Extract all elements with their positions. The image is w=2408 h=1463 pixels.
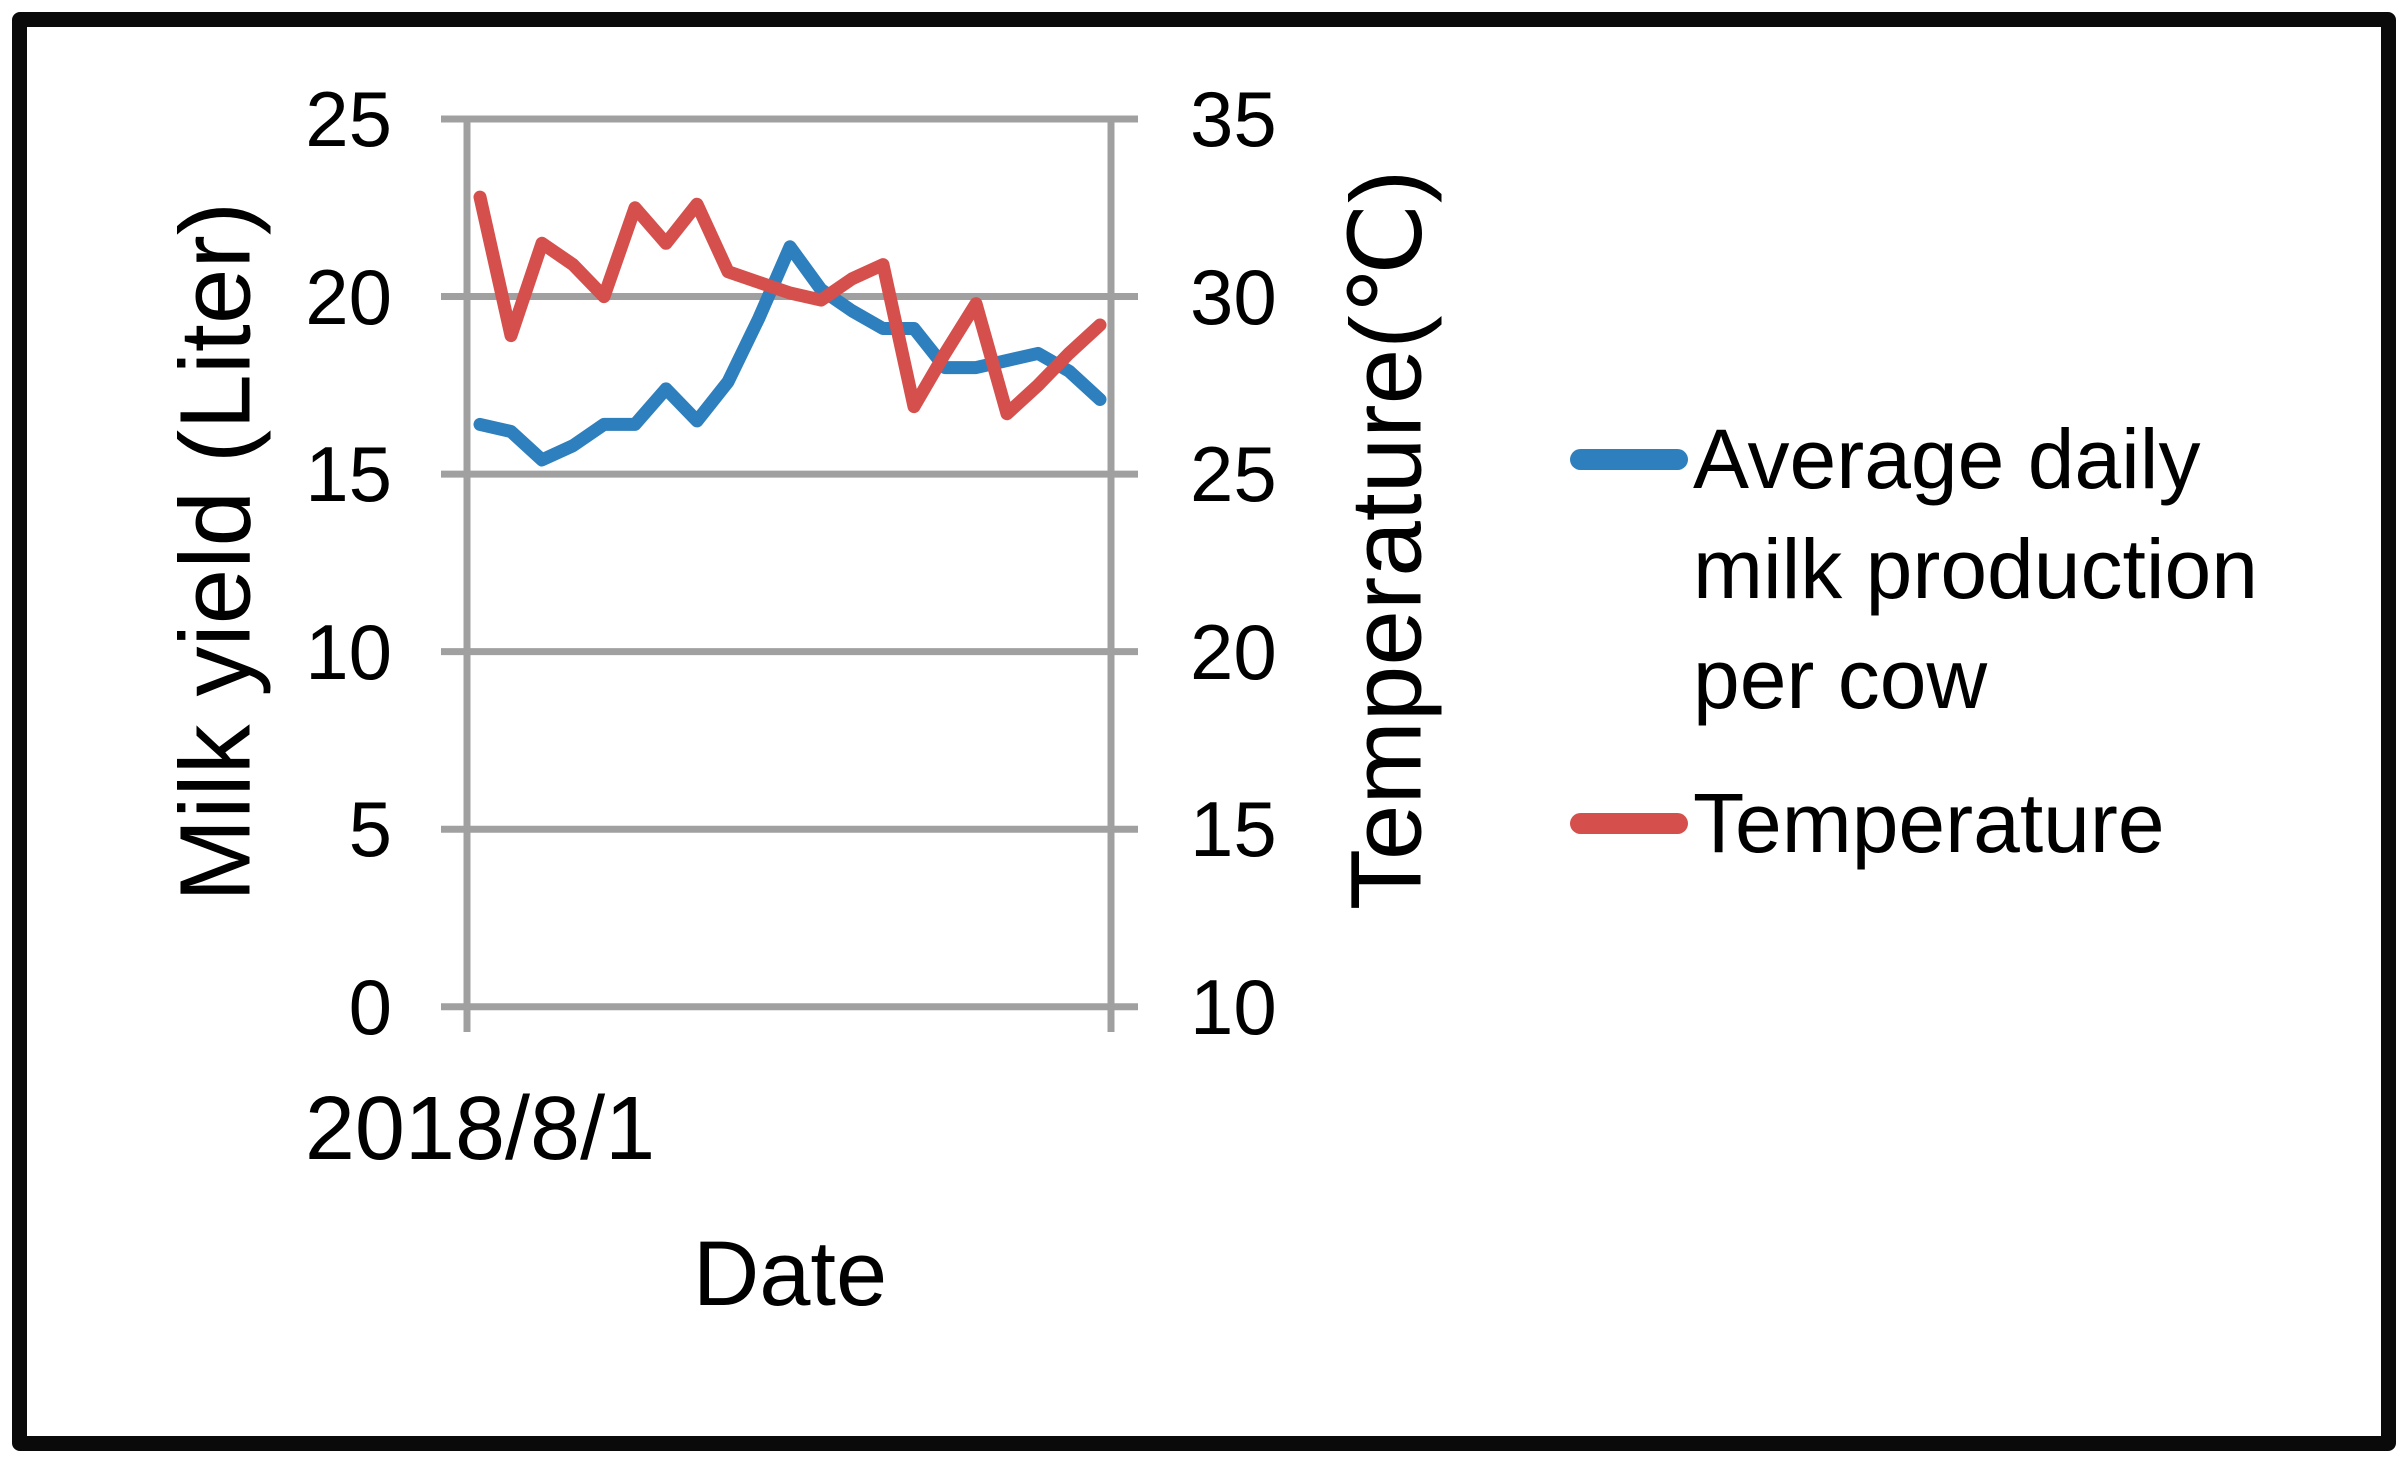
y-left-tick-label: 25 [305,75,392,163]
right-axis-title: Temperature(℃) [1330,169,1443,911]
y-left-tick-label: 15 [305,430,392,519]
left-axis-title: Milk yield (Liter) [159,201,272,903]
y-left-tick-label: 10 [305,607,392,696]
temperature-series-swatch-icon [1570,813,1688,834]
y-left-tick-label: 20 [305,252,392,341]
legend-item-milk: Average daily milk production per cow [1570,404,2408,734]
legend: Average daily milk production per cow Te… [1570,404,2408,878]
y-right-tick-label: 10 [1190,962,1277,1051]
x-axis-title: Date [692,1223,888,1325]
legend-item-temperature: Temperature [1570,768,2408,878]
y-right-tick-label: 20 [1190,607,1277,696]
x-tick-label: 2018/8/1 [304,1079,656,1179]
legend-label-temperature: Temperature [1693,776,2165,870]
legend-label-milk: Average daily milk production per cow [1693,412,2258,726]
y-left-tick-label: 5 [348,785,392,874]
y-left-tick-label: 0 [348,962,392,1051]
y-right-tick-label: 15 [1190,785,1277,874]
y-right-tick-label: 35 [1190,75,1277,163]
milk-series-swatch-icon [1570,449,1688,470]
milk-series-line [473,240,1107,467]
temperature-series-line [473,190,1107,421]
y-right-tick-label: 30 [1190,252,1277,341]
y-right-tick-label: 25 [1190,430,1277,519]
